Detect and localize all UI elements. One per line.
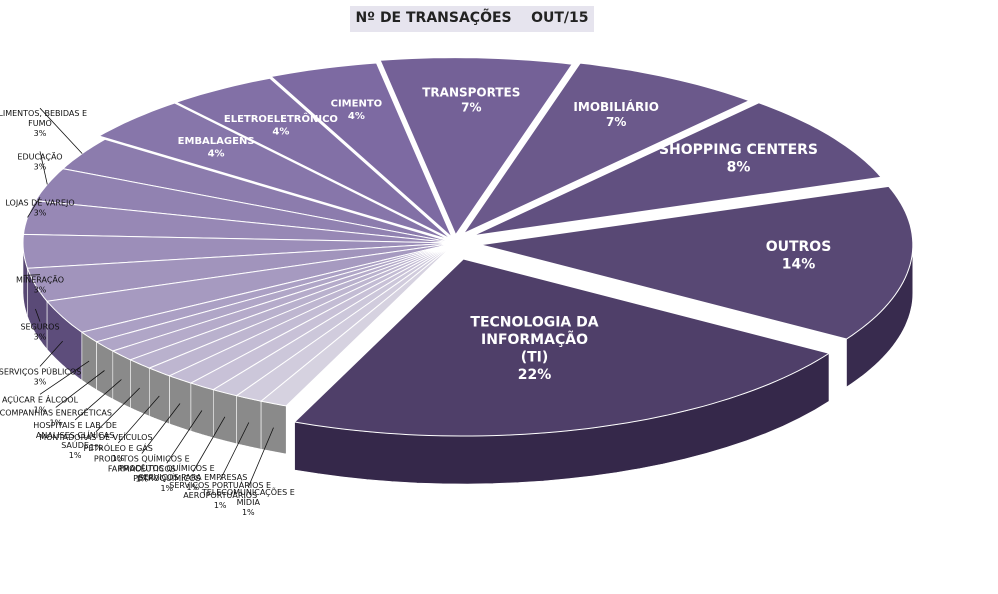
slice-label-7: ELETROELETRÔNICO 4% (224, 112, 338, 138)
leader-line-20 (141, 403, 181, 454)
pie-side-16 (96, 341, 114, 400)
pie-side-21 (190, 382, 214, 439)
slice-label-6: CIMENTO 4% (331, 98, 383, 122)
pie-side-20 (169, 375, 192, 432)
slice-label-17: HOSPITAIS E LAB. DE ANALISES CLÍNICAS SAÚD… (33, 421, 117, 460)
slice-label-15: AÇÚCAR E ÁLCOOL 1% (2, 393, 79, 414)
pie-slice-18 (129, 242, 456, 369)
pie-slice-17 (111, 242, 456, 361)
pie-slice-2 (480, 185, 914, 340)
slice-label-19: PETRÓLEO E GÁS 1% (84, 442, 153, 463)
slice-label-1: TECNOLOGIA DA INFORMAÇÃO (TI) 22% (470, 315, 598, 384)
leader-line-22 (192, 416, 226, 473)
leader-line-17 (74, 379, 122, 421)
slice-label-22: SERVIÇOS PARA EMPRESAS 1% (139, 473, 248, 492)
pie-slices (22, 57, 914, 437)
pie-side-22 (213, 389, 237, 445)
pie-slice-24 (259, 242, 456, 407)
slice-label-12: MINERAÇÃO 3% (16, 275, 64, 295)
leader-line-15 (39, 360, 90, 395)
leader-line-9 (39, 107, 83, 154)
slice-label-24: TELECOMUNICAÇÕES E MÍDIA 1% (201, 486, 295, 517)
pie-slice-1 (293, 258, 831, 437)
leader-line-14 (39, 340, 63, 367)
pie-side-19 (149, 367, 170, 425)
slice-label-10: EDUCAÇÃO 3% (17, 151, 62, 171)
slice-label-11: LOJAS DE VAREJO 3% (5, 198, 74, 217)
leader-line-23 (219, 422, 250, 481)
chart-title: Nº DE TRANSAÇÕES OUT/15 (355, 10, 589, 26)
leader-line-16 (55, 370, 105, 408)
pie-side-17 (112, 350, 131, 409)
pie-sides (22, 243, 914, 485)
slice-label-8: EMBALAGENS 4% (178, 136, 255, 160)
slice-label-18: MONTADORAS DE VEÍCULOS 1% (39, 431, 152, 452)
leader-line-12 (23, 274, 41, 276)
slice-label-23: SERVIÇOS PORTUÁRIOS E AEROPORTUÁRIOS 1% (169, 479, 271, 510)
slice-label-4: IMOBILIÁRIO 7% (573, 99, 659, 129)
pie-slice-14 (46, 242, 456, 333)
pie-side-18 (130, 359, 150, 417)
pie-slice-16 (95, 242, 456, 352)
slice-label-5: TRANSPORTES 7% (422, 86, 520, 115)
leader-line-11 (27, 197, 41, 218)
leader-line-18 (95, 387, 140, 433)
leader-line-13 (35, 308, 41, 322)
pie-slice-15 (80, 242, 456, 343)
slice-label-14: SERVIÇOS PÚBLICOS 3% (0, 365, 81, 386)
pie-slice-23 (235, 242, 456, 402)
pie-slice-19 (147, 242, 456, 377)
pie-side-24 (260, 400, 287, 455)
chart-title-box: Nº DE TRANSAÇÕES OUT/15 (350, 6, 594, 32)
leader-line-19 (117, 395, 160, 444)
slice-label-2: OUTROS 14% (766, 239, 832, 273)
pie-slice-21 (189, 242, 456, 391)
pie-slice-12 (22, 233, 456, 269)
slice-label-3: SHOPPING CENTERS 8% (659, 142, 818, 176)
leader-line-24 (247, 427, 274, 488)
pie-slice-5 (379, 57, 574, 236)
pie-slice-22 (212, 242, 456, 397)
slice-labels: TECNOLOGIA DA INFORMAÇÃO (TI) 22% OUTROS 14% S… (0, 86, 831, 518)
slice-label-21: PRODUTOS QUÍMICOS E PETROQUÍMICOS 1% (119, 462, 215, 493)
leader-line-21 (166, 410, 203, 464)
slice-label-13: SEGUROS 3% (20, 323, 59, 342)
slice-label-9: ALIMENTOS, BEBIDAS E FUMO 3% (0, 109, 87, 138)
pie-slice-6 (269, 62, 453, 238)
pie-slice-8 (97, 102, 450, 241)
pie-side-23 (236, 395, 262, 450)
slice-label-20: PRODUTOS QUÍMICOS E FARMACÊUTICOS 1% (94, 453, 190, 484)
slice-label-16: COMPANHIAS ENERGÉTICAS 1% (0, 406, 112, 427)
pie-slice-7 (174, 77, 452, 240)
pie-slice-20 (168, 242, 456, 384)
pie-slice-4 (462, 62, 751, 235)
pie-slice-3 (473, 102, 883, 237)
leader-line-10 (39, 151, 48, 185)
pie-slice-13 (26, 242, 456, 302)
